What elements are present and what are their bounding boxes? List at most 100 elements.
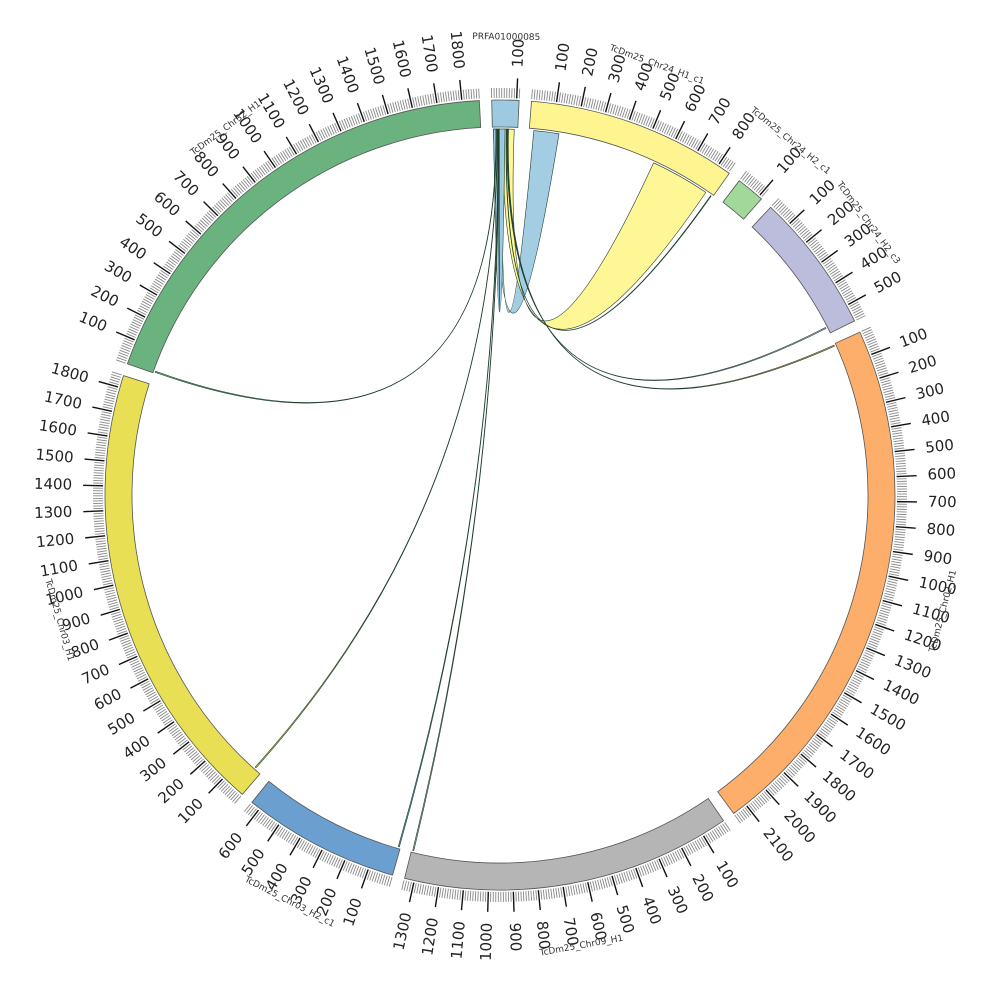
minor-tick (215, 202, 224, 211)
minor-tick (281, 829, 288, 839)
minor-tick (338, 859, 343, 869)
tick-label: 700 (169, 167, 202, 200)
minor-tick (93, 467, 104, 469)
minor-tick (97, 552, 108, 556)
minor-tick (792, 763, 801, 771)
minor-tick (126, 653, 137, 659)
minor-tick (595, 99, 599, 110)
major-tick (98, 380, 119, 388)
minor-tick (333, 857, 339, 867)
tick-label: 500 (105, 709, 139, 739)
segment-arc (104, 375, 261, 795)
tick-label: 500 (871, 268, 905, 298)
minor-tick (812, 243, 821, 251)
minor-tick (541, 90, 544, 101)
minor-tick (99, 565, 110, 568)
minor-tick (804, 233, 813, 241)
minor-tick (590, 98, 594, 109)
minor-tick (722, 823, 729, 833)
minor-tick (389, 102, 394, 113)
minor-tick (797, 757, 806, 765)
minor-tick (891, 558, 902, 562)
minor-tick (633, 111, 639, 122)
minor-tick (859, 663, 869, 669)
minor-tick (205, 213, 213, 222)
minor-tick (105, 594, 116, 598)
minor-tick (149, 287, 159, 294)
minor-tick (618, 873, 623, 884)
minor-tick (842, 694, 852, 701)
minor-tick (93, 517, 104, 520)
minor-tick (650, 118, 655, 128)
major-tick (628, 100, 637, 120)
tick-label: 800 (533, 920, 554, 950)
minor-tick (754, 799, 762, 808)
minor-tick (736, 813, 744, 822)
minor-tick (547, 888, 550, 900)
minor-tick (876, 367, 887, 372)
minor-tick (790, 764, 799, 773)
minor-tick (97, 436, 108, 439)
minor-tick (204, 767, 213, 776)
minor-tick (114, 623, 125, 628)
tick-label: 500 (238, 845, 269, 879)
minor-tick (807, 745, 816, 754)
minor-tick (831, 270, 841, 277)
minor-tick (865, 336, 876, 341)
minor-tick (795, 759, 804, 767)
minor-tick (599, 879, 603, 890)
tick-label: 600 (215, 829, 247, 863)
minor-tick (647, 863, 652, 874)
minor-tick (94, 532, 105, 535)
minor-tick (890, 565, 901, 569)
minor-tick (810, 241, 820, 249)
minor-tick (347, 863, 353, 873)
minor-tick (416, 883, 420, 894)
minor-tick (867, 645, 877, 650)
minor-tick (377, 106, 382, 117)
minor-tick (594, 880, 598, 891)
minor-tick (437, 92, 440, 103)
minor-tick (374, 872, 379, 883)
minor-tick (203, 215, 212, 224)
minor-tick (644, 864, 650, 874)
minor-tick (124, 649, 135, 654)
minor-tick (446, 888, 449, 899)
minor-tick (338, 120, 344, 131)
minor-tick (621, 107, 626, 118)
minor-tick (777, 203, 785, 212)
minor-tick (117, 354, 128, 359)
minor-tick (242, 179, 250, 188)
minor-tick (95, 540, 106, 543)
minor-tick (94, 530, 105, 533)
tick-label: 700 (928, 493, 957, 511)
minor-tick (873, 628, 884, 633)
minor-tick (889, 573, 899, 577)
minor-tick (228, 790, 236, 799)
minor-tick (464, 890, 467, 901)
minor-tick (892, 432, 903, 435)
minor-tick (575, 95, 579, 106)
minor-tick (758, 796, 766, 805)
minor-tick (755, 183, 763, 192)
minor-tick (372, 108, 377, 118)
minor-tick (825, 262, 835, 269)
minor-tick (761, 792, 770, 801)
minor-tick (698, 838, 705, 848)
minor-tick (172, 253, 181, 260)
minor-tick (558, 92, 561, 103)
minor-tick (144, 296, 154, 302)
minor-tick (260, 815, 267, 825)
minor-tick (823, 724, 833, 731)
minor-tick (834, 707, 844, 714)
minor-tick (870, 635, 881, 641)
segment-arc (126, 100, 482, 374)
minor-tick (153, 280, 163, 287)
major-tick (555, 82, 561, 103)
minor-tick (838, 701, 848, 707)
minor-tick (588, 98, 592, 109)
minor-tick (851, 306, 861, 312)
minor-tick (431, 886, 434, 897)
minor-tick (206, 769, 215, 778)
major-tick (789, 209, 805, 225)
